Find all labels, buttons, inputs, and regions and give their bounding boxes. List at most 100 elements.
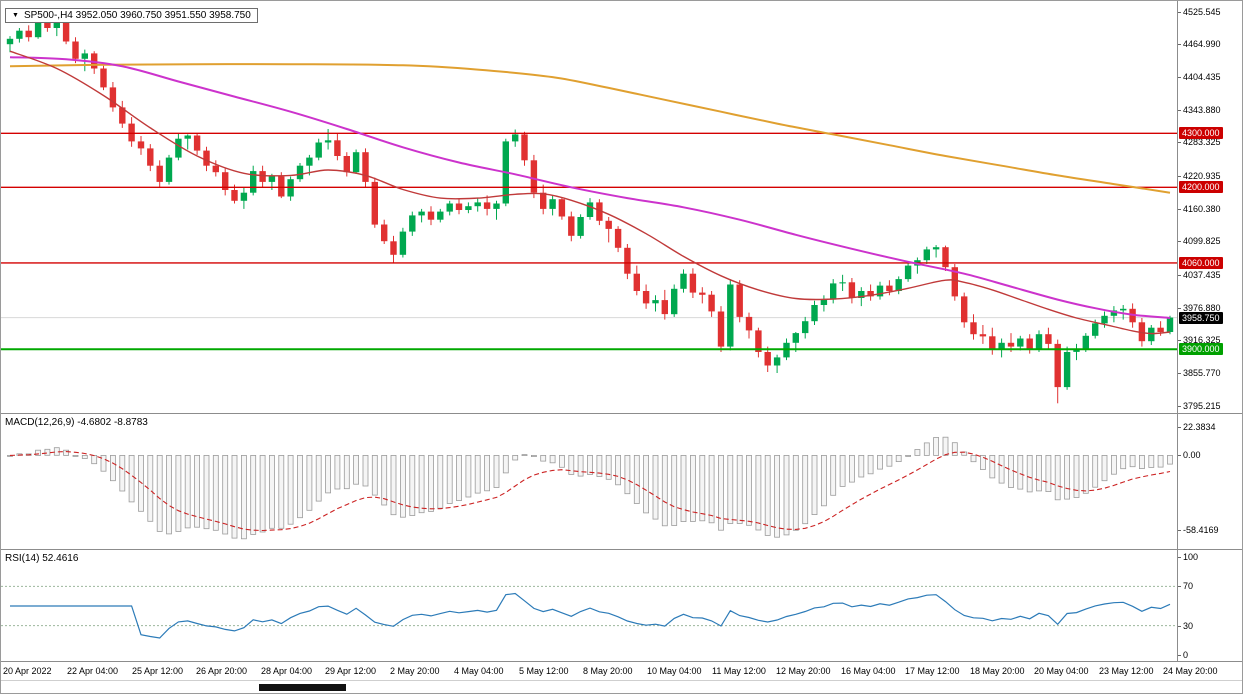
candle bbox=[1148, 325, 1155, 345]
ma-line-slow bbox=[9, 63, 1171, 194]
candle bbox=[100, 65, 107, 91]
candle bbox=[895, 276, 902, 295]
candle bbox=[764, 346, 771, 372]
candle bbox=[876, 281, 884, 300]
h-scrollbar[interactable] bbox=[1, 680, 1242, 693]
candle bbox=[521, 131, 528, 166]
rsi-panel: RSI(14) 52.4616 100 70 30 0 bbox=[1, 549, 1242, 661]
axis-tick bbox=[1178, 340, 1181, 341]
axis-tick bbox=[1178, 308, 1181, 309]
candle bbox=[483, 195, 491, 216]
candle bbox=[62, 18, 70, 45]
time-axis-label: 4 May 04:00 bbox=[454, 666, 504, 676]
candle bbox=[624, 244, 631, 280]
axis-tick bbox=[1178, 427, 1181, 428]
candle bbox=[1045, 327, 1052, 350]
candle bbox=[474, 198, 481, 212]
candle bbox=[465, 202, 472, 214]
candle bbox=[455, 199, 463, 215]
candle bbox=[652, 295, 659, 312]
h-scrollbar-thumb[interactable] bbox=[259, 684, 346, 691]
candle bbox=[250, 165, 257, 196]
candle bbox=[951, 264, 958, 301]
rsi-axis: 100 70 30 0 bbox=[1177, 550, 1242, 661]
time-axis-label: 26 Apr 20:00 bbox=[196, 666, 248, 676]
candle bbox=[222, 168, 229, 196]
time-axis-label: 5 May 12:00 bbox=[519, 666, 569, 676]
time-axis-label: 11 May 12:00 bbox=[712, 666, 766, 676]
time-axis-label: 8 May 20:00 bbox=[583, 666, 633, 676]
candle bbox=[315, 138, 322, 161]
candle bbox=[970, 314, 977, 340]
price-axis-label: 4160.380 bbox=[1183, 203, 1221, 214]
price-axis-label: 4464.990 bbox=[1183, 39, 1221, 50]
price-axis-label: 4099.825 bbox=[1183, 236, 1221, 247]
candle bbox=[661, 289, 668, 320]
candle bbox=[942, 245, 949, 271]
axis-tick bbox=[1178, 626, 1181, 627]
candle bbox=[586, 198, 594, 220]
candle bbox=[493, 200, 500, 220]
time-axis-label: 29 Apr 12:00 bbox=[325, 666, 377, 676]
rsi-axis-label: 100 bbox=[1183, 552, 1199, 562]
candle bbox=[755, 327, 762, 358]
time-axis-label: 17 May 12:00 bbox=[905, 666, 960, 676]
candle bbox=[848, 278, 856, 304]
candle bbox=[381, 219, 388, 244]
time-axis-label: 20 Apr 2022 bbox=[3, 666, 52, 676]
candle bbox=[352, 149, 360, 174]
macd-axis-label: 0.00 bbox=[1183, 450, 1201, 461]
symbol-info-box[interactable]: ▼ SP500-,H4 3952.050 3960.750 3951.550 3… bbox=[5, 8, 258, 23]
candle bbox=[418, 208, 425, 223]
candles-group bbox=[6, 11, 1174, 404]
candle bbox=[811, 300, 818, 325]
time-axis-label: 16 May 04:00 bbox=[841, 666, 896, 676]
macd-axis-label: -58.4169 bbox=[1183, 524, 1219, 535]
axis-tick bbox=[1178, 110, 1181, 111]
candle bbox=[802, 316, 809, 339]
candle bbox=[820, 295, 828, 312]
time-axis-label: 18 May 20:00 bbox=[970, 666, 1025, 676]
axis-tick bbox=[1178, 655, 1181, 656]
candle bbox=[1120, 305, 1127, 320]
axis-tick bbox=[1178, 77, 1181, 78]
price-axis-label: 4220.935 bbox=[1183, 170, 1221, 181]
candle bbox=[867, 284, 874, 301]
candle bbox=[680, 269, 687, 293]
axis-tick bbox=[1178, 12, 1181, 13]
time-axis-label: 10 May 04:00 bbox=[647, 666, 702, 676]
candle bbox=[1063, 346, 1071, 390]
candle bbox=[512, 129, 519, 147]
dropdown-triangle-icon: ▼ bbox=[12, 11, 19, 19]
candle bbox=[147, 144, 154, 172]
candle bbox=[961, 292, 968, 328]
candle bbox=[25, 25, 32, 42]
main-plot[interactable] bbox=[1, 1, 1177, 413]
candle bbox=[184, 134, 191, 150]
hline-price-label: 3900.000 bbox=[1179, 343, 1223, 356]
candle bbox=[839, 274, 846, 291]
candle bbox=[240, 187, 248, 209]
time-axis: 20 Apr 2022 22 Apr 04:00 25 Apr 12:00 26 Ap… bbox=[1, 661, 1242, 680]
rsi-plot[interactable] bbox=[1, 550, 1177, 661]
candle bbox=[334, 133, 341, 161]
candle bbox=[409, 211, 416, 236]
candle bbox=[998, 338, 1005, 358]
macd-plot[interactable] bbox=[1, 414, 1177, 549]
ma-line-medium bbox=[9, 56, 1171, 319]
price-axis-label: 4404.435 bbox=[1183, 71, 1221, 82]
candle bbox=[109, 82, 117, 112]
candle bbox=[362, 148, 369, 188]
price-axis-label: 4343.880 bbox=[1183, 104, 1221, 115]
axis-tick bbox=[1178, 142, 1181, 143]
candle bbox=[1017, 335, 1024, 351]
candle bbox=[128, 117, 135, 147]
candle bbox=[437, 208, 444, 223]
candle bbox=[923, 246, 930, 264]
candle bbox=[932, 245, 940, 258]
time-axis-label: 20 May 04:00 bbox=[1034, 666, 1089, 676]
axis-tick bbox=[1178, 406, 1181, 407]
macd-axis: 22.3834 0.00 -58.4169 bbox=[1177, 414, 1242, 549]
candle bbox=[633, 265, 640, 296]
